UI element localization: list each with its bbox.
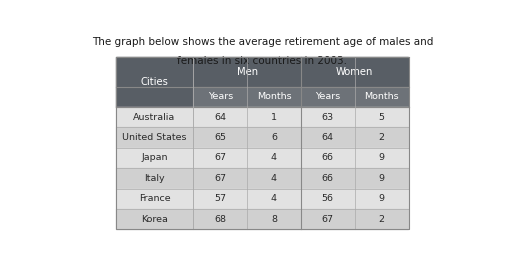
Text: 5: 5 (378, 112, 385, 121)
Text: 67: 67 (322, 215, 334, 224)
Text: 4: 4 (271, 194, 277, 203)
Text: Korea: Korea (141, 215, 168, 224)
Text: Australia: Australia (133, 112, 176, 121)
Bar (116, 87, 194, 107)
Text: France: France (139, 194, 170, 203)
Text: 6: 6 (271, 133, 277, 142)
Text: 9: 9 (378, 174, 385, 183)
Text: 2: 2 (378, 133, 385, 142)
Text: 67: 67 (214, 174, 226, 183)
Text: 2: 2 (378, 215, 385, 224)
Text: females in six countries in 2003.: females in six countries in 2003. (177, 56, 348, 66)
Text: 67: 67 (214, 153, 226, 162)
Text: Months: Months (257, 92, 291, 101)
Text: Men: Men (237, 67, 258, 77)
Text: 66: 66 (322, 174, 334, 183)
Text: 64: 64 (322, 133, 334, 142)
Text: 9: 9 (378, 194, 385, 203)
Text: 8: 8 (271, 215, 277, 224)
Text: 1: 1 (271, 112, 277, 121)
Text: United States: United States (122, 133, 187, 142)
Text: Women: Women (336, 67, 373, 77)
Text: Italy: Italy (144, 174, 165, 183)
Bar (194, 87, 247, 107)
Text: 4: 4 (271, 174, 277, 183)
Bar (355, 87, 409, 107)
Text: 65: 65 (214, 133, 226, 142)
Text: 9: 9 (378, 153, 385, 162)
Text: 56: 56 (322, 194, 334, 203)
Text: 57: 57 (214, 194, 226, 203)
Bar (301, 87, 355, 107)
Text: 68: 68 (214, 215, 226, 224)
Text: 4: 4 (271, 153, 277, 162)
Text: The graph below shows the average retirement age of males and: The graph below shows the average retire… (92, 37, 433, 47)
Text: Cities: Cities (141, 77, 168, 87)
Text: Months: Months (364, 92, 399, 101)
Text: 64: 64 (214, 112, 226, 121)
Bar (247, 87, 301, 107)
Text: 63: 63 (322, 112, 334, 121)
Text: Japan: Japan (141, 153, 168, 162)
Text: Years: Years (315, 92, 340, 101)
Text: 66: 66 (322, 153, 334, 162)
Text: Years: Years (208, 92, 233, 101)
